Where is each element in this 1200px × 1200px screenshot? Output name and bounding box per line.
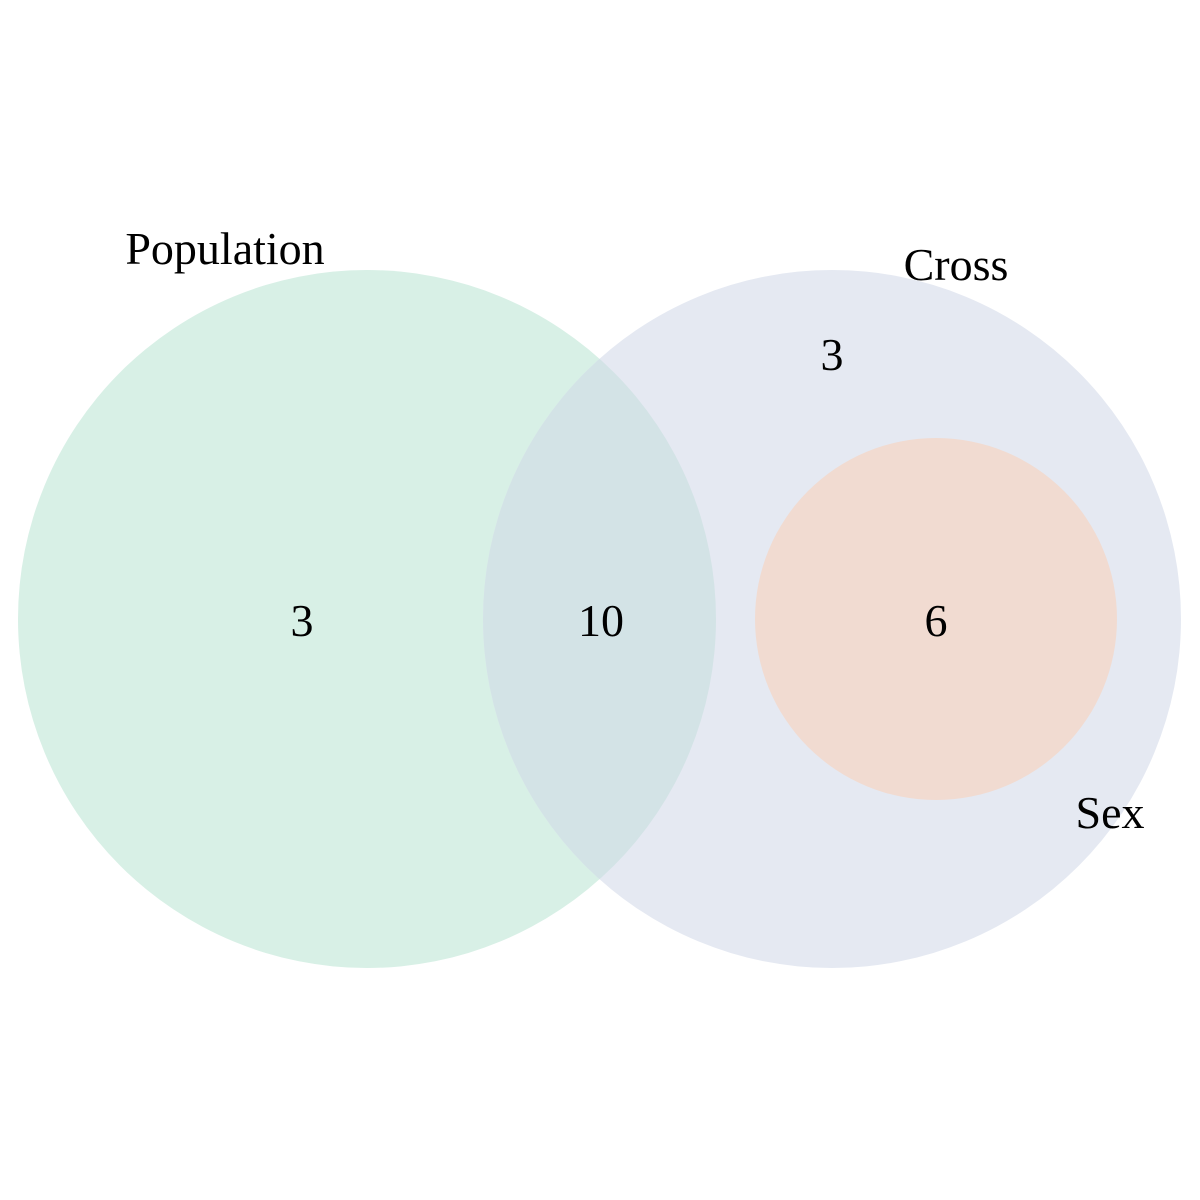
population-cross-overlap [483,270,716,968]
population-set-label: Population [125,223,324,274]
cross-only-count: 3 [821,329,844,380]
cross-set-label: Cross [904,239,1009,290]
population-only-count: 3 [291,595,314,646]
cross-sex-count: 6 [925,595,948,646]
sex-set-label: Sex [1076,787,1145,838]
sex-circle [755,438,1117,800]
population-cross-count: 10 [578,595,624,646]
